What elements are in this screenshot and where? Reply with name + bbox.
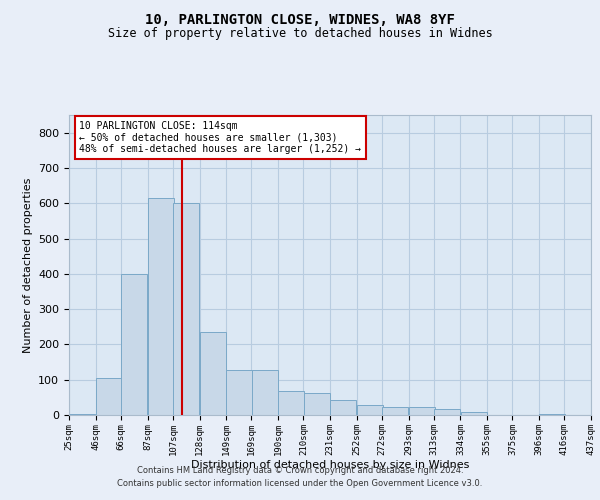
Bar — [69, 414, 95, 415]
Bar — [357, 405, 383, 415]
Bar — [304, 393, 330, 415]
Bar — [251, 370, 278, 415]
Text: Size of property relative to detached houses in Widnes: Size of property relative to detached ho… — [107, 28, 493, 40]
Bar — [278, 391, 304, 415]
Text: 10 PARLINGTON CLOSE: 114sqm
← 50% of detached houses are smaller (1,303)
48% of : 10 PARLINGTON CLOSE: 114sqm ← 50% of det… — [79, 121, 361, 154]
Y-axis label: Number of detached properties: Number of detached properties — [23, 178, 32, 352]
Bar — [461, 412, 487, 415]
Bar — [173, 203, 199, 415]
X-axis label: Distribution of detached houses by size in Widnes: Distribution of detached houses by size … — [191, 460, 469, 470]
Bar — [382, 407, 409, 415]
Bar — [121, 274, 148, 415]
Bar — [226, 370, 253, 415]
Text: 10, PARLINGTON CLOSE, WIDNES, WA8 8YF: 10, PARLINGTON CLOSE, WIDNES, WA8 8YF — [145, 12, 455, 26]
Bar — [96, 378, 122, 415]
Bar — [539, 414, 565, 415]
Text: Contains HM Land Registry data © Crown copyright and database right 2024.
Contai: Contains HM Land Registry data © Crown c… — [118, 466, 482, 487]
Bar — [148, 198, 174, 415]
Bar — [200, 332, 226, 415]
Bar — [330, 400, 356, 415]
Bar — [409, 407, 435, 415]
Bar — [434, 408, 460, 415]
